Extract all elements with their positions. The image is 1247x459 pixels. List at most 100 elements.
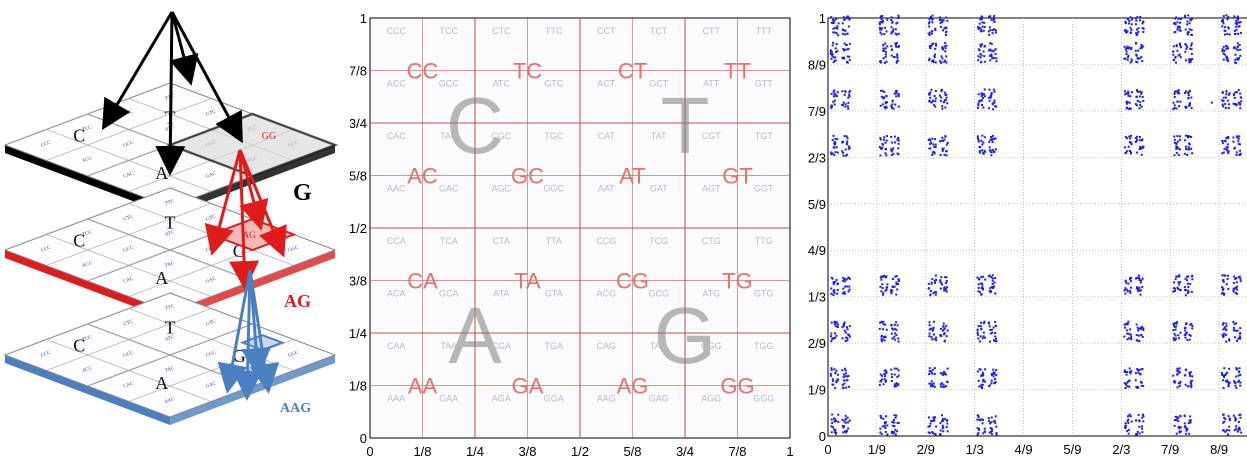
- data-point: [1184, 50, 1187, 53]
- data-point: [1127, 54, 1130, 57]
- fractal-scatter-chart: 01/92/91/34/95/92/37/98/9101/92/91/34/95…: [808, 11, 1247, 457]
- data-point: [884, 26, 887, 29]
- data-point: [1222, 20, 1225, 23]
- data-point: [833, 291, 836, 294]
- data-point: [1141, 22, 1144, 25]
- data-point: [890, 368, 893, 371]
- data-point: [993, 371, 996, 374]
- data-point: [1191, 278, 1194, 281]
- data-point: [994, 148, 997, 151]
- data-point: [982, 106, 985, 109]
- data-point: [929, 139, 932, 142]
- data-point: [933, 320, 936, 323]
- data-point: [1186, 23, 1189, 26]
- data-point: [946, 19, 949, 22]
- data-point: [832, 31, 835, 34]
- data-point: [931, 137, 934, 140]
- data-point: [1174, 278, 1177, 281]
- data-point: [1190, 106, 1193, 109]
- data-point: [1236, 292, 1239, 295]
- data-point: [846, 105, 849, 108]
- data-point: [834, 137, 837, 140]
- data-point: [893, 92, 896, 95]
- data-point: [1237, 137, 1240, 140]
- data-point: [1139, 373, 1142, 376]
- data-point: [885, 328, 888, 331]
- data-point: [1238, 379, 1241, 382]
- data-point: [1123, 146, 1126, 149]
- data-point: [1239, 107, 1242, 110]
- data-point: [932, 333, 935, 336]
- data-point: [941, 372, 944, 375]
- data-point: [843, 93, 846, 96]
- data-point: [1126, 58, 1129, 61]
- data-point: [940, 327, 943, 330]
- data-point: [835, 432, 838, 435]
- x-tick-label: 0: [366, 444, 373, 459]
- data-point: [933, 138, 936, 141]
- data-point: [1130, 335, 1133, 338]
- layer-small-label: ACC: [82, 156, 94, 164]
- data-point: [982, 275, 985, 278]
- data-point: [929, 96, 932, 99]
- data-point: [991, 134, 994, 137]
- data-point: [843, 280, 846, 283]
- data-point: [844, 375, 847, 378]
- data-point: [1173, 424, 1176, 427]
- data-point: [1235, 61, 1238, 64]
- data-point: [1187, 94, 1190, 97]
- data-point: [883, 373, 886, 376]
- data-point: [1127, 22, 1130, 25]
- data-point: [846, 15, 849, 18]
- data-point: [1126, 45, 1129, 48]
- data-point: [1173, 106, 1176, 109]
- data-point: [1237, 420, 1240, 423]
- data-point: [1186, 136, 1189, 139]
- data-point: [1177, 54, 1180, 57]
- data-point: [1126, 385, 1129, 388]
- data-point: [1189, 323, 1192, 326]
- data-point: [1235, 135, 1238, 138]
- data-point: [990, 139, 993, 142]
- data-point: [1222, 96, 1225, 99]
- data-point: [847, 107, 850, 110]
- data-point: [897, 421, 900, 424]
- data-point: [1225, 90, 1228, 93]
- data-point: [895, 321, 898, 324]
- layer-small-label: GTC: [206, 214, 218, 222]
- data-point: [1184, 43, 1187, 46]
- data-point: [1191, 327, 1194, 330]
- data-point: [1228, 33, 1231, 36]
- data-point: [883, 425, 886, 428]
- data-point: [932, 384, 935, 387]
- data-point: [980, 287, 983, 290]
- data-point: [930, 380, 933, 383]
- data-point: [981, 92, 984, 95]
- data-point: [1187, 285, 1190, 288]
- data-point: [941, 105, 944, 108]
- data-point: [1177, 381, 1180, 384]
- data-point: [878, 26, 881, 29]
- data-point: [1184, 336, 1187, 339]
- data-point: [831, 152, 834, 155]
- data-point: [842, 16, 845, 19]
- data-point: [1178, 275, 1181, 278]
- data-point: [941, 20, 944, 23]
- data-point: [1129, 141, 1132, 144]
- data-point: [1141, 431, 1144, 434]
- data-point: [980, 282, 983, 285]
- data-point: [845, 142, 848, 145]
- data-point: [1138, 19, 1141, 22]
- data-point: [1238, 335, 1241, 338]
- data-point: [844, 418, 847, 421]
- layer-edge-left: [5, 145, 170, 215]
- data-point: [1178, 288, 1181, 291]
- triplet-label: AAT: [598, 183, 615, 193]
- data-point: [1129, 291, 1132, 294]
- data-point: [1184, 28, 1187, 31]
- data-point: [1226, 57, 1229, 60]
- data-point: [1185, 331, 1188, 334]
- data-point: [1172, 101, 1175, 104]
- data-point: [1130, 337, 1133, 340]
